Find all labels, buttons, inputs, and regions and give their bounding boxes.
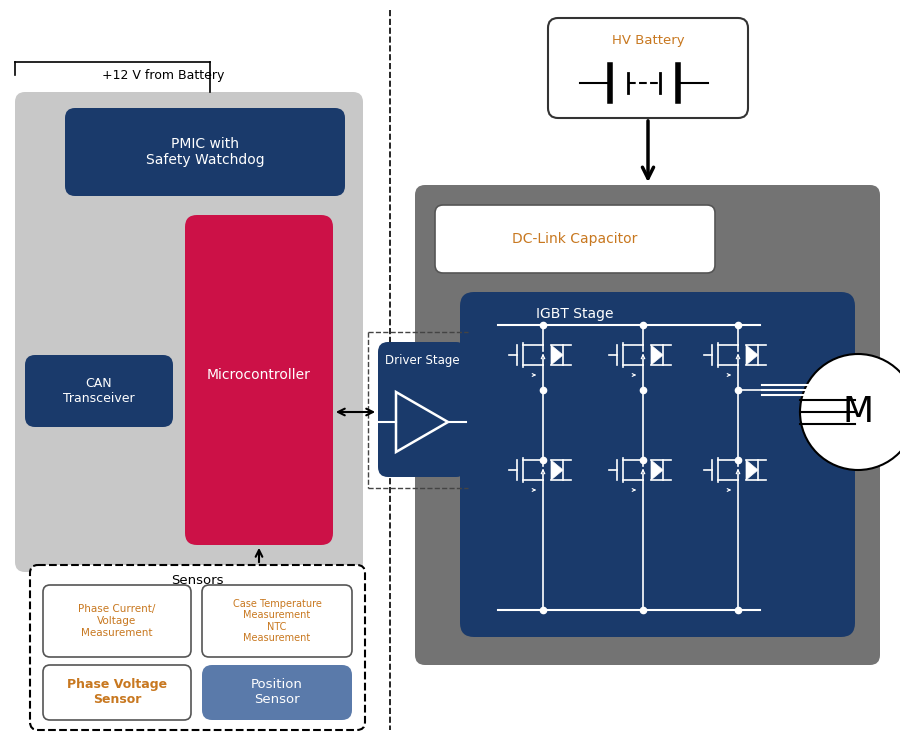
- Text: +12 V from Battery: +12 V from Battery: [102, 69, 224, 81]
- FancyBboxPatch shape: [202, 665, 352, 720]
- FancyBboxPatch shape: [202, 585, 352, 657]
- Polygon shape: [651, 345, 663, 365]
- Text: CAN
Transceiver: CAN Transceiver: [63, 377, 135, 405]
- FancyBboxPatch shape: [65, 108, 345, 196]
- FancyBboxPatch shape: [435, 205, 715, 273]
- Text: Case Temperature
Measurement
NTC
Measurement: Case Temperature Measurement NTC Measure…: [232, 598, 321, 644]
- Text: M: M: [842, 395, 874, 429]
- FancyBboxPatch shape: [415, 185, 880, 665]
- Polygon shape: [551, 345, 563, 365]
- Text: DC-Link Capacitor: DC-Link Capacitor: [512, 232, 638, 246]
- FancyBboxPatch shape: [548, 18, 748, 118]
- FancyBboxPatch shape: [43, 665, 191, 720]
- Polygon shape: [746, 460, 758, 480]
- Polygon shape: [746, 345, 758, 365]
- Circle shape: [800, 354, 900, 470]
- FancyBboxPatch shape: [185, 215, 333, 545]
- FancyBboxPatch shape: [25, 355, 173, 427]
- Text: Position
Sensor: Position Sensor: [251, 678, 303, 706]
- Text: Phase Current/
Voltage
Measurement: Phase Current/ Voltage Measurement: [78, 604, 156, 638]
- FancyBboxPatch shape: [15, 92, 363, 572]
- Text: Sensors: Sensors: [171, 574, 224, 588]
- Text: Microcontroller: Microcontroller: [207, 368, 310, 382]
- Text: Driver Stage: Driver Stage: [384, 353, 459, 367]
- Text: HV Battery: HV Battery: [612, 34, 684, 46]
- Polygon shape: [651, 460, 663, 480]
- Text: Phase Voltage
Sensor: Phase Voltage Sensor: [67, 678, 167, 706]
- FancyBboxPatch shape: [30, 565, 365, 730]
- Polygon shape: [551, 460, 563, 480]
- FancyBboxPatch shape: [43, 585, 191, 657]
- Polygon shape: [396, 392, 448, 452]
- Text: IGBT Stage: IGBT Stage: [536, 307, 614, 321]
- FancyBboxPatch shape: [460, 292, 855, 637]
- Text: PMIC with
Safety Watchdog: PMIC with Safety Watchdog: [146, 137, 265, 167]
- FancyBboxPatch shape: [378, 342, 466, 477]
